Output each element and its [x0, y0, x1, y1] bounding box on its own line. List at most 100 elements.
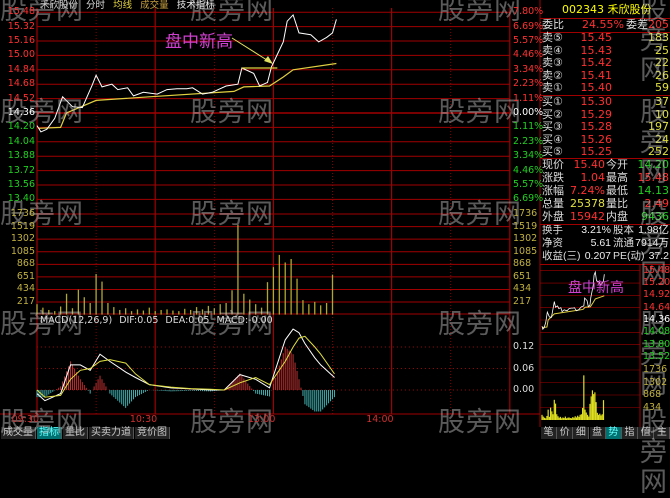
ask-row[interactable]: 卖⑤ 15.45 183	[542, 32, 669, 45]
stat-value: 25378	[570, 197, 605, 210]
price-axis-label: 15.32	[7, 20, 35, 32]
right-panel-tab[interactable]: 势	[605, 427, 622, 439]
bid-volume: 24	[655, 132, 669, 146]
volume-axis-label: 217	[16, 296, 35, 308]
mini-volume-label: 1736	[643, 364, 668, 375]
ask-row[interactable]: 卖① 15.40 59	[542, 82, 669, 95]
bid-volume: 252	[648, 145, 669, 158]
stock-name: 禾欣股份	[40, 0, 79, 11]
price-axis-label: 13.72	[7, 164, 35, 176]
mini-price-label: 15.20	[643, 277, 670, 289]
mini-price-label: 14.64	[643, 301, 670, 313]
stat-value: 1.98亿	[638, 224, 669, 236]
stat-value: 1.04	[580, 171, 606, 184]
weicha-value: 205	[648, 18, 669, 31]
intraday-chart[interactable]	[0, 0, 670, 439]
stat-label: 最低	[606, 184, 628, 197]
price-axis-label: 14.36	[7, 107, 35, 118]
price-axis-label: 14.84	[7, 63, 35, 75]
stat-label: 涨跌	[542, 171, 564, 184]
percent-axis-label: 3.34%	[513, 63, 544, 75]
volume-axis-label: 434	[16, 283, 35, 295]
stat-row: 外盘 15942 内盘 9436	[542, 210, 669, 223]
right-panel-tab[interactable]: 价	[557, 427, 574, 439]
divider	[540, 264, 670, 265]
mini-price-label: 15.48	[643, 264, 670, 276]
right-panel-tab[interactable]: 值	[638, 427, 655, 439]
stat-row: 换手 3.21% 股本 1.98亿	[542, 224, 669, 237]
volume-axis-label: 434	[513, 283, 532, 295]
quote-title: 002343 禾欣股份	[562, 4, 652, 16]
bid-price: 15.25	[580, 145, 613, 158]
percent-axis-label: 3.34%	[513, 150, 544, 162]
mini-price-line	[541, 270, 605, 331]
stat-label: 外盘	[542, 210, 564, 223]
stat-value: 0.207	[584, 250, 611, 262]
macd-value: MACD:-0.00	[216, 315, 273, 326]
macd-axis-label: 0.00	[513, 384, 535, 395]
stat-label: PE(动)	[613, 250, 645, 262]
bid-price: 15.29	[580, 107, 613, 121]
time-axis-label: 14:00	[366, 414, 394, 425]
ask-row[interactable]: 卖② 15.41 26	[542, 69, 669, 83]
bid-volume: 197	[648, 120, 669, 133]
stat-row: 涨跌 1.04 最高 15.48	[542, 171, 669, 184]
bid-label: 买①	[542, 95, 563, 108]
bid-row[interactable]: 买② 15.29 10	[542, 107, 669, 122]
average-price-line	[38, 62, 337, 129]
volume-axis-label: 1519	[513, 220, 538, 232]
stat-label: 流通	[613, 237, 634, 249]
ask-volume: 22	[655, 56, 669, 69]
stat-value: 15.40	[573, 158, 606, 171]
stat-label: 量比	[606, 197, 628, 210]
ask-volume: 183	[648, 31, 669, 44]
bottom-tab[interactable]: 量比	[63, 427, 88, 439]
price-line	[36, 13, 337, 133]
ask-volume: 59	[655, 81, 669, 94]
time-axis-label: 10:30	[129, 414, 158, 425]
mode-label[interactable]: 分时	[86, 0, 106, 11]
volume-axis-label: 1302	[513, 233, 538, 245]
percent-axis-label: 6.69%	[513, 20, 544, 32]
stock-code: 002343	[562, 3, 604, 16]
stat-value: 14.13	[637, 184, 670, 197]
bid-volume: 10	[655, 107, 669, 121]
bid-row[interactable]: 买⑤ 15.25 252	[542, 146, 669, 159]
ask-row[interactable]: 卖④ 15.43 25	[542, 44, 669, 58]
ask-label: 卖①	[542, 81, 563, 94]
percent-axis-label: 4.46%	[513, 49, 544, 61]
volume-label[interactable]: 成交量	[140, 0, 169, 11]
bid-price: 15.26	[580, 132, 613, 146]
right-panel-tab[interactable]: 笔	[541, 427, 557, 439]
stat-label: 涨幅	[542, 184, 564, 197]
bid-row[interactable]: 买③ 15.28 197	[542, 121, 669, 134]
bottom-tab[interactable]: 买卖力道	[89, 427, 134, 439]
percent-axis-label: 1.11%	[513, 121, 544, 133]
ma-label[interactable]: 均线	[113, 0, 133, 11]
mini-volume-label: 868	[643, 389, 662, 400]
macd-dea: DEA:0.05	[165, 315, 210, 326]
bottom-tab[interactable]: 指标	[37, 427, 62, 439]
percent-axis-label: 1.11%	[513, 92, 544, 104]
bid-row[interactable]: 买④ 15.26 24	[542, 132, 669, 147]
percent-axis-label: 5.57%	[513, 179, 544, 190]
right-panel-tab[interactable]: 主	[654, 427, 670, 439]
bid-price: 15.28	[580, 120, 613, 133]
bid-label: 买④	[542, 132, 563, 146]
stat-row: 总量 25378 量比 2.49	[542, 197, 669, 210]
indicator-label[interactable]: 技术指标	[176, 0, 215, 11]
mini-price-label: 14.08	[643, 326, 670, 338]
bottom-tab[interactable]: 竞价图	[135, 427, 170, 439]
mini-volume-label: 1302	[643, 376, 668, 388]
right-panel-tab[interactable]: 细	[573, 427, 590, 439]
price-axis-label: 15.48	[7, 6, 35, 18]
ask-row[interactable]: 卖③ 15.42 22	[542, 57, 669, 70]
right-panel-tab[interactable]: 盘	[589, 427, 606, 439]
percent-axis-label: 6.69%	[513, 193, 544, 205]
volume-axis-label: 868	[16, 258, 35, 270]
macd-title: MACD(12,26,9)	[40, 315, 113, 326]
bid-row[interactable]: 买① 15.30 37	[542, 96, 669, 109]
volume-axis-label: 1519	[10, 220, 35, 232]
bottom-tab[interactable]: 成交量	[1, 427, 36, 439]
right-panel-tab[interactable]: 指	[622, 427, 638, 439]
